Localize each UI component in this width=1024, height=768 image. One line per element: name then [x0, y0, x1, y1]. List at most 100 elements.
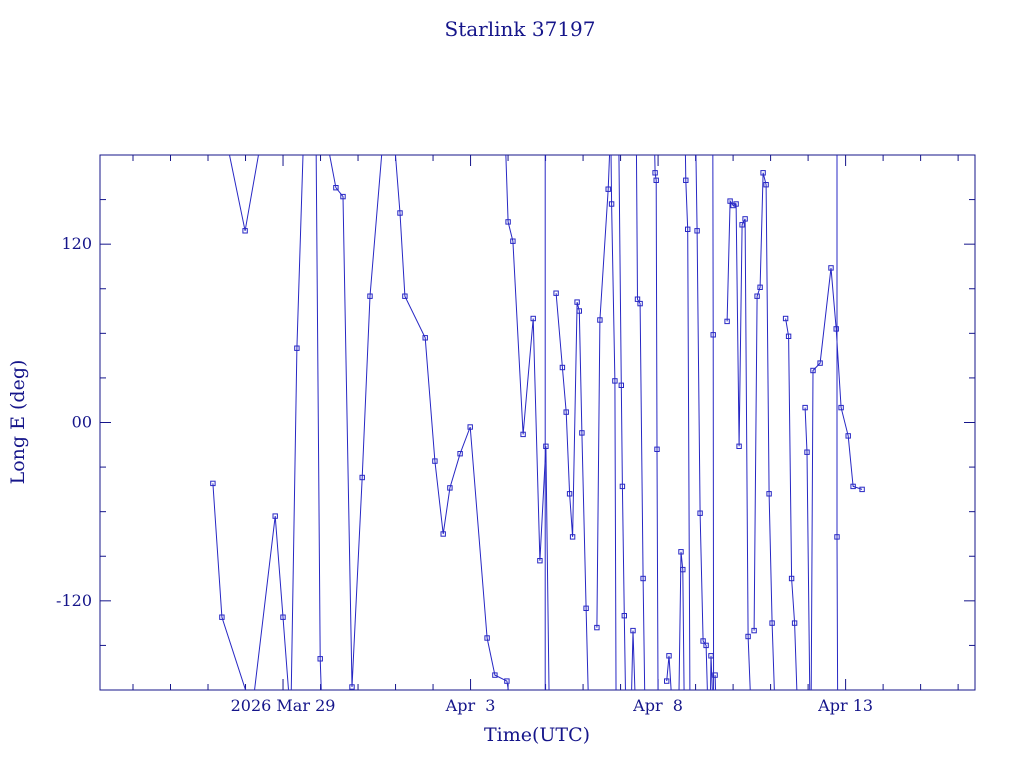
- data-marker: [850, 483, 856, 490]
- data-marker: [730, 202, 736, 209]
- data-marker: [769, 620, 775, 626]
- data-line: [394, 155, 509, 690]
- x-axis-label: Time(UTC): [484, 724, 590, 746]
- data-line: [710, 655, 713, 690]
- data-marker: [804, 449, 810, 455]
- data-marker: [680, 566, 686, 573]
- data-line: [654, 155, 659, 690]
- data-marker: [440, 531, 446, 537]
- data-marker: [859, 486, 865, 493]
- data-marker: [712, 672, 718, 678]
- data-marker: [510, 238, 516, 244]
- data-marker: [640, 575, 646, 582]
- data-marker: [242, 228, 248, 234]
- data-marker: [817, 360, 823, 366]
- data-marker: [685, 226, 691, 233]
- plot-frame: [99, 154, 976, 691]
- data-line: [610, 155, 617, 690]
- data-marker: [700, 638, 706, 644]
- data-marker: [397, 210, 403, 216]
- y-tick-label: 00: [72, 413, 92, 432]
- x-tick-label: Apr 13: [817, 696, 873, 715]
- data-marker: [654, 446, 660, 453]
- data-marker: [294, 345, 300, 351]
- data-marker: [612, 378, 618, 384]
- data-line: [228, 155, 259, 231]
- y-axis-label: Long E (deg): [7, 360, 29, 485]
- data-marker: [608, 201, 615, 207]
- data-marker: [710, 332, 716, 338]
- data-line: [684, 155, 691, 690]
- data-marker: [834, 534, 840, 540]
- data-line: [666, 655, 672, 690]
- y-tick-label: 120: [61, 234, 92, 253]
- data-marker: [754, 293, 760, 299]
- data-marker: [703, 642, 709, 649]
- data-line: [712, 155, 715, 690]
- data-marker: [760, 170, 766, 176]
- data-marker: [763, 182, 769, 188]
- data-marker: [543, 443, 549, 450]
- data-line: [618, 155, 626, 690]
- data-marker: [457, 451, 463, 457]
- data-marker: [359, 474, 365, 481]
- chart-title: Starlink 37197: [445, 17, 596, 41]
- data-marker: [782, 315, 789, 322]
- data-line: [678, 551, 685, 690]
- data-line: [315, 155, 322, 690]
- data-line: [505, 155, 550, 690]
- data-series: [210, 155, 865, 690]
- data-marker: [569, 534, 576, 540]
- data-marker: [697, 510, 703, 516]
- data-marker: [579, 430, 585, 436]
- data-marker: [751, 627, 757, 634]
- data-marker: [210, 480, 216, 487]
- data-line: [631, 630, 636, 690]
- data-marker: [492, 672, 498, 678]
- data-marker: [733, 201, 739, 207]
- data-marker: [653, 177, 659, 184]
- data-marker: [219, 614, 225, 620]
- x-tick-label: 2026 Mar 29: [231, 696, 336, 715]
- data-marker: [788, 575, 795, 582]
- data-marker: [727, 198, 733, 204]
- data-marker: [683, 177, 689, 184]
- data-marker: [678, 549, 684, 555]
- data-marker: [333, 185, 339, 191]
- data-marker: [802, 404, 808, 411]
- data-marker: [574, 299, 580, 305]
- data-marker: [637, 300, 643, 307]
- data-marker: [594, 624, 600, 631]
- data-marker: [467, 424, 473, 430]
- data-line: [753, 172, 775, 690]
- data-marker: [317, 656, 323, 662]
- data-line: [714, 675, 717, 690]
- x-tick-label: Apr 8: [632, 696, 683, 715]
- data-marker: [810, 367, 816, 374]
- data-marker: [742, 216, 748, 222]
- y-tick-label: -120: [56, 591, 92, 610]
- data-marker: [559, 364, 566, 371]
- plot-area: 2026 Mar 29 Apr 3 Apr 8 Apr 13 120 00 -120: [56, 154, 976, 715]
- data-marker: [349, 684, 355, 690]
- data-marker: [505, 219, 511, 225]
- data-marker: [432, 458, 438, 464]
- data-line: [555, 293, 589, 690]
- data-marker: [785, 333, 792, 340]
- data-marker: [566, 491, 573, 497]
- data-marker: [447, 485, 453, 491]
- data-marker: [724, 318, 730, 325]
- data-line: [290, 155, 304, 690]
- data-line: [804, 407, 811, 690]
- data-line: [596, 155, 611, 628]
- data-marker: [845, 433, 851, 439]
- data-line: [695, 155, 708, 690]
- data-marker: [621, 613, 627, 619]
- data-marker: [402, 293, 408, 299]
- data-marker: [484, 635, 490, 641]
- data-marker: [745, 633, 751, 640]
- data-marker: [652, 170, 658, 176]
- data-marker: [664, 678, 670, 684]
- data-marker: [828, 265, 834, 271]
